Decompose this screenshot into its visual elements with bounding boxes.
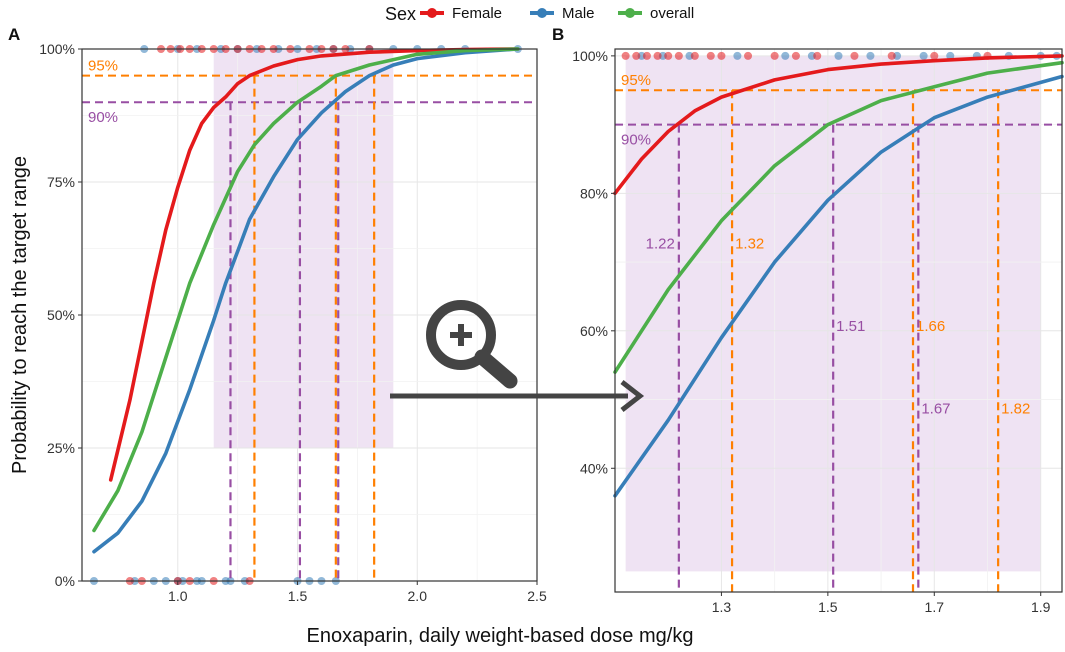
drop-label-1-67: 1.67: [921, 400, 950, 417]
legend-label-female: Female: [452, 5, 502, 22]
curve-female-a: [108, 47, 520, 482]
data-point-female-b: [770, 51, 779, 60]
curve-overall-b: [613, 60, 1064, 374]
data-point-male-b: [946, 51, 955, 60]
data-point-female-b: [653, 51, 662, 60]
data-point-female-b: [706, 51, 715, 60]
drop-label-1-51: 1.51: [836, 318, 865, 335]
data-point-male-b: [834, 51, 843, 60]
y-tick-label-b: 40%: [580, 460, 608, 476]
reference-label-95-b: 95%: [621, 72, 651, 89]
y-tick-label-b: 60%: [580, 323, 608, 339]
y-tick-label-a: 0%: [55, 573, 75, 589]
data-point-male-b: [919, 51, 928, 60]
data-point-female-b: [813, 51, 822, 60]
reference-label-95-a: 95%: [88, 58, 118, 75]
y-axis-title: Probability to reach the target range: [9, 156, 31, 474]
x-tick-label-b: 1.7: [925, 599, 945, 615]
y-tick-label-b: 100%: [572, 48, 608, 64]
x-axis-title: Enoxaparin, daily weight-based dose mg/k…: [307, 625, 694, 647]
drop-label-1-22: 1.22: [646, 235, 675, 252]
data-point-female-b: [642, 51, 651, 60]
curve-male-a: [92, 47, 520, 554]
legend-dot-male: [537, 8, 547, 18]
legend-dot-overall: [625, 8, 635, 18]
panel-b: 95% 90% 1.22 1.32 1.51 1.66 1.67 1.82 1.3 1.5 1.7 1…: [572, 48, 1064, 615]
panel-letter-b: B: [552, 25, 564, 44]
curve-female-b: [613, 54, 1064, 196]
data-point-male-b: [781, 51, 790, 60]
x-tick-label-a: 2.0: [408, 588, 428, 604]
legend: Sex Female Male overall: [385, 4, 694, 24]
data-point-female-b: [690, 51, 699, 60]
zoom-arrow-head: [620, 380, 645, 412]
data-point-female-b: [632, 51, 641, 60]
data-point-male-b: [733, 51, 742, 60]
legend-label-male: Male: [562, 5, 595, 22]
data-point-male-b: [866, 51, 875, 60]
curve-overall-a: [92, 47, 520, 533]
y-tick-label-a: 100%: [39, 41, 75, 57]
data-point-female-b: [674, 51, 683, 60]
curve-male-b: [613, 74, 1064, 498]
drop-label-1-32: 1.32: [735, 235, 764, 252]
y-tick-label-b: 80%: [580, 185, 608, 201]
y-tick-label-a: 75%: [47, 174, 75, 190]
data-point-female-b: [887, 51, 896, 60]
data-point-female-b: [621, 51, 630, 60]
x-tick-label-b: 1.5: [818, 599, 838, 615]
zoom-annotation: [390, 300, 645, 412]
reference-label-90-b: 90%: [621, 132, 651, 149]
data-point-female-b: [717, 51, 726, 60]
reference-label-90-a: 90%: [88, 109, 118, 126]
x-tick-label-b: 1.3: [712, 599, 732, 615]
y-tick-label-a: 50%: [47, 307, 75, 323]
legend-dot-female: [427, 8, 437, 18]
x-tick-label-b: 1.9: [1031, 599, 1051, 615]
x-tick-label-a: 1.5: [288, 588, 308, 604]
legend-label-overall: overall: [650, 5, 694, 22]
data-point-female-b: [664, 51, 673, 60]
panel-a: 95% 90% 1.0 1.5 2.0 2.5 0% 25% 50% 75% 100%: [39, 41, 547, 604]
magnifier-plus-icon: [426, 300, 518, 389]
plot-border-b: [614, 48, 1063, 593]
data-point-female-b: [791, 51, 800, 60]
data-point-female-b: [850, 51, 859, 60]
x-tick-label-a: 1.0: [168, 588, 188, 604]
legend-title: Sex: [385, 4, 416, 24]
x-tick-label-a: 2.5: [527, 588, 547, 604]
data-point-female-b: [744, 51, 753, 60]
drop-label-1-82: 1.82: [1001, 400, 1030, 417]
data-point-female-b: [930, 51, 939, 60]
panel-letter-a: A: [8, 25, 20, 44]
drop-label-1-66: 1.66: [916, 318, 945, 335]
y-tick-label-a: 25%: [47, 440, 75, 456]
